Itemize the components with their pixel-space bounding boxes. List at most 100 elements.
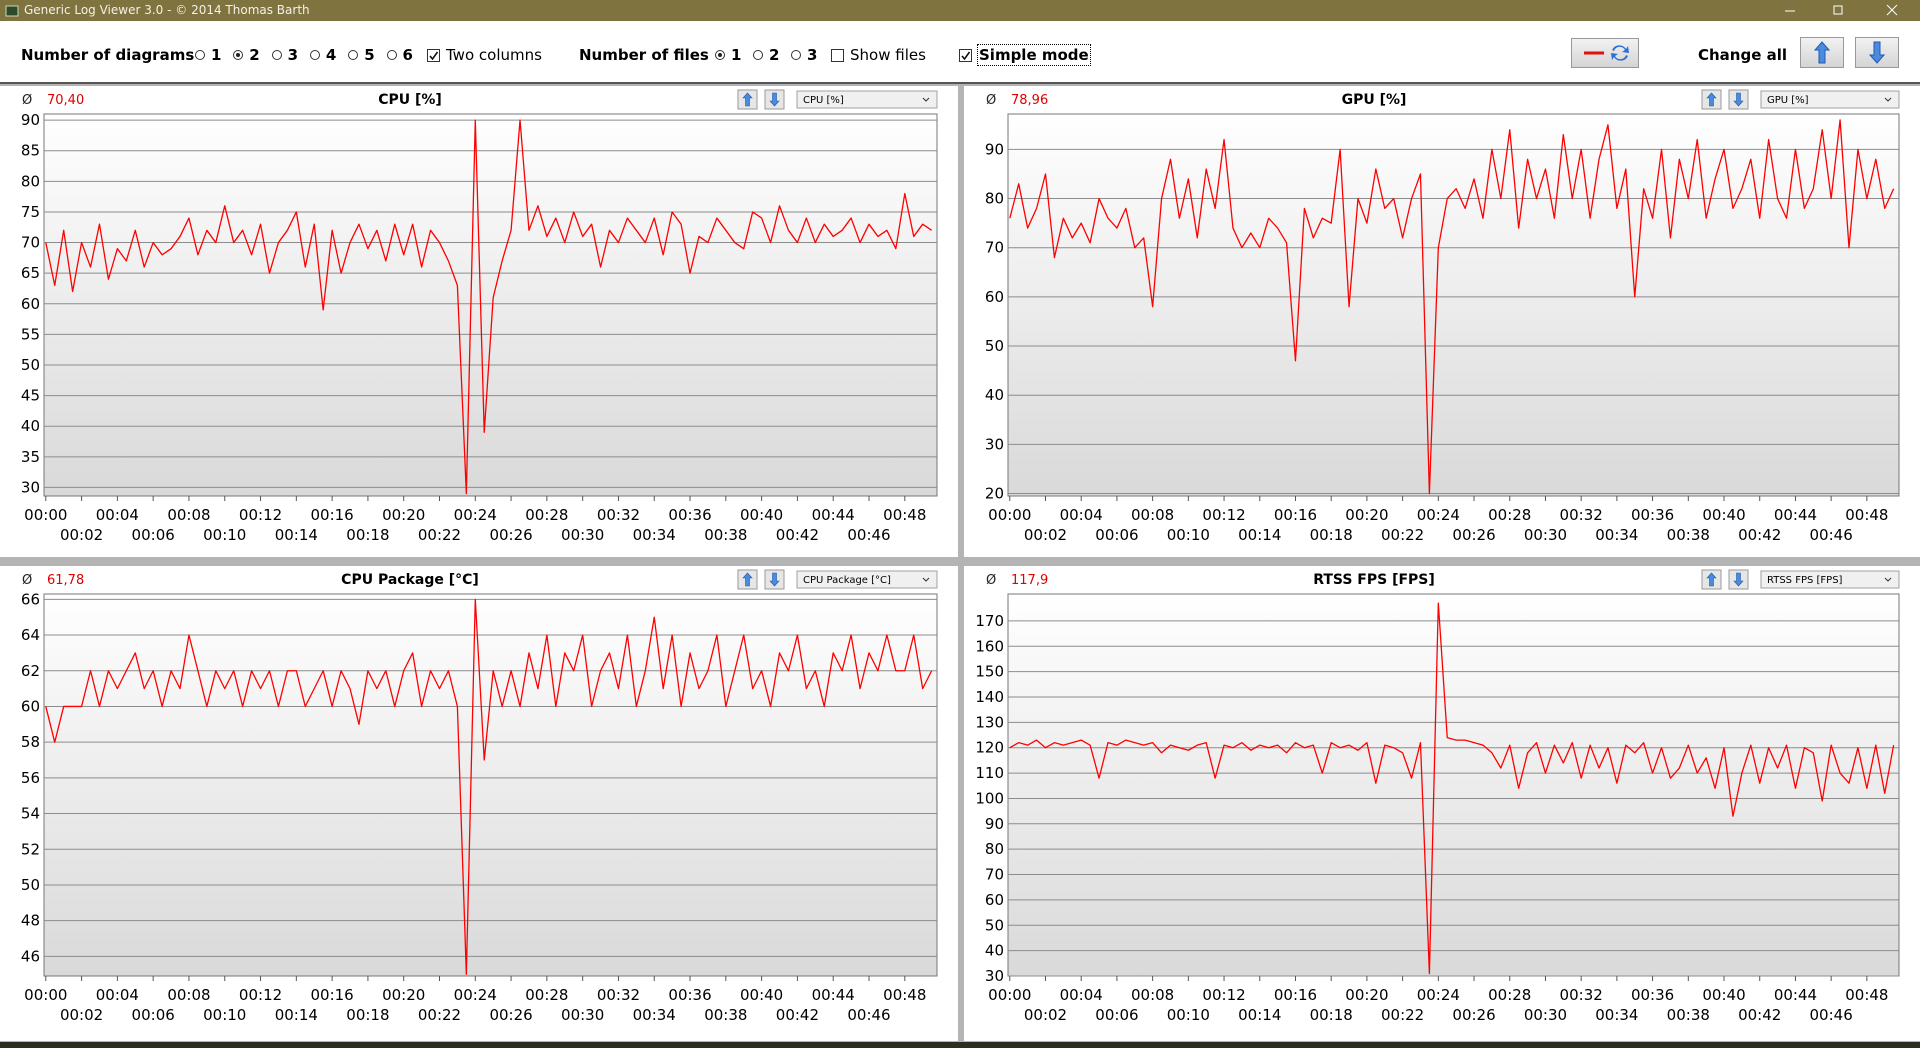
y-tick-label: 40 bbox=[985, 942, 1004, 960]
move-up-button[interactable] bbox=[737, 569, 758, 590]
x-tick-label: 00:44 bbox=[1774, 986, 1817, 1004]
x-tick-label: 00:38 bbox=[704, 526, 747, 544]
radio-option[interactable]: 1 bbox=[715, 45, 741, 65]
data-line bbox=[1009, 602, 1895, 975]
y-tick-label: 58 bbox=[21, 733, 40, 751]
channel-dropdown[interactable]: RTSS FPS [FPS] bbox=[1760, 570, 1900, 589]
radio-button[interactable] bbox=[195, 50, 205, 60]
show-files-option[interactable]: Show files bbox=[831, 45, 926, 65]
dropdown-text: CPU [%] bbox=[803, 95, 844, 106]
y-tick-label: 54 bbox=[21, 805, 40, 823]
x-tick-label: 00:36 bbox=[1631, 986, 1674, 1004]
x-tick-label: 00:20 bbox=[382, 506, 425, 524]
x-tick-label: 00:34 bbox=[1595, 526, 1638, 544]
checkbox[interactable] bbox=[427, 48, 440, 62]
x-tick-label: 00:42 bbox=[1738, 1006, 1781, 1024]
x-tick-label: 00:28 bbox=[1488, 506, 1531, 524]
radio-option[interactable]: 3 bbox=[271, 45, 299, 65]
y-tick-label: 70 bbox=[985, 866, 1004, 884]
radio-button[interactable] bbox=[271, 50, 282, 60]
simple-mode-option-label: Simple mode bbox=[977, 44, 1091, 66]
dropdown-box bbox=[796, 570, 938, 589]
data-line bbox=[45, 119, 932, 495]
radio-button[interactable] bbox=[309, 50, 320, 60]
x-tick-label: 00:22 bbox=[1381, 526, 1424, 544]
close-button[interactable] bbox=[1886, 4, 1898, 16]
plot-area bbox=[1007, 593, 1900, 977]
radio-button[interactable] bbox=[233, 50, 244, 60]
x-tick-label: 00:10 bbox=[203, 526, 246, 544]
x-tick-label: 00:18 bbox=[346, 1006, 389, 1024]
move-up-button[interactable] bbox=[737, 89, 758, 110]
x-tick-label: 00:02 bbox=[60, 526, 103, 544]
move-down-button[interactable] bbox=[764, 569, 785, 590]
x-tick-label: 00:02 bbox=[60, 1006, 103, 1024]
y-tick-label: 60 bbox=[21, 295, 40, 313]
radio-button[interactable] bbox=[386, 50, 397, 60]
radio-button[interactable] bbox=[791, 50, 801, 60]
y-tick-label: 150 bbox=[975, 663, 1004, 681]
x-tick-label: 00:14 bbox=[1238, 1006, 1281, 1024]
x-tick-label: 00:06 bbox=[132, 526, 175, 544]
move-up-button[interactable] bbox=[1701, 89, 1722, 110]
x-tick-label: 00:40 bbox=[1702, 986, 1745, 1004]
radio-label: 6 bbox=[402, 46, 413, 64]
checkbox[interactable] bbox=[959, 48, 972, 62]
channel-dropdown[interactable]: CPU Package [°C] bbox=[796, 570, 938, 589]
radio-button[interactable] bbox=[348, 50, 359, 60]
restore-button[interactable] bbox=[1833, 5, 1843, 15]
radio-option[interactable]: 6 bbox=[386, 45, 413, 65]
color-swap-button[interactable] bbox=[1571, 38, 1639, 68]
dropdown-box bbox=[1760, 90, 1900, 109]
x-tick-label: 00:16 bbox=[1274, 506, 1317, 524]
radio-label: 2 bbox=[769, 46, 780, 64]
app-icon bbox=[5, 5, 19, 17]
channel-dropdown[interactable]: CPU [%] bbox=[796, 90, 938, 109]
x-tick-label: 00:04 bbox=[1060, 506, 1103, 524]
radio-option[interactable]: 2 bbox=[233, 45, 260, 65]
chart: Ø 117,9 RTSS FPS [FPS] RTSS FPS [FPS] 30 40 50… bbox=[975, 569, 1900, 1024]
move-down-button[interactable] bbox=[1728, 89, 1749, 110]
radio-label: 3 bbox=[807, 46, 818, 64]
move-down-all-button[interactable] bbox=[1855, 37, 1899, 68]
y-tick-label: 50 bbox=[21, 356, 40, 374]
radio-option[interactable]: 2 bbox=[753, 45, 779, 65]
x-tick-label: 00:40 bbox=[740, 986, 783, 1004]
radio-label: 3 bbox=[287, 46, 299, 64]
x-tick-label: 00:16 bbox=[1274, 986, 1317, 1004]
radio-option[interactable]: 5 bbox=[348, 45, 375, 65]
diagrams-label: Number of diagrams bbox=[21, 46, 195, 64]
arrow-up bbox=[742, 92, 753, 107]
y-tick-label: 48 bbox=[21, 912, 40, 930]
chart-title: CPU [%] bbox=[378, 92, 442, 108]
channel-dropdown[interactable]: GPU [%] bbox=[1760, 90, 1900, 109]
checkbox[interactable] bbox=[831, 48, 844, 62]
x-tick-label: 00:12 bbox=[239, 986, 282, 1004]
radio-button[interactable] bbox=[753, 50, 763, 60]
x-tick-label: 00:34 bbox=[1595, 1006, 1638, 1024]
two-columns-option[interactable]: Two columns bbox=[427, 45, 542, 65]
arrow-down-icon bbox=[1868, 41, 1886, 64]
arrow-down bbox=[769, 92, 780, 107]
x-tick-label: 00:08 bbox=[167, 506, 210, 524]
move-up-all-button[interactable] bbox=[1800, 37, 1844, 68]
x-tick-label: 00:46 bbox=[1810, 1006, 1853, 1024]
y-tick-label: 100 bbox=[975, 789, 1004, 807]
radio-button[interactable] bbox=[715, 50, 725, 60]
radio-option[interactable]: 3 bbox=[791, 45, 817, 65]
radio-option[interactable]: 1 bbox=[195, 45, 221, 65]
avg-symbol: Ø bbox=[986, 573, 996, 588]
move-down-button[interactable] bbox=[764, 89, 785, 110]
move-up-button[interactable] bbox=[1701, 569, 1722, 590]
simple-mode-option[interactable]: Simple mode bbox=[959, 44, 1091, 66]
x-tick-label: 00:26 bbox=[489, 526, 532, 544]
dropdown-box bbox=[796, 90, 938, 109]
radio-option[interactable]: 4 bbox=[309, 45, 336, 65]
y-tick-label: 160 bbox=[975, 637, 1004, 655]
x-tick-label: 00:16 bbox=[311, 986, 354, 1004]
x-tick-label: 00:14 bbox=[275, 526, 318, 544]
x-tick-label: 00:24 bbox=[1417, 986, 1460, 1004]
x-tick-label: 00:22 bbox=[418, 1006, 461, 1024]
move-down-button[interactable] bbox=[1728, 569, 1749, 590]
x-tick-label: 00:06 bbox=[132, 1006, 175, 1024]
